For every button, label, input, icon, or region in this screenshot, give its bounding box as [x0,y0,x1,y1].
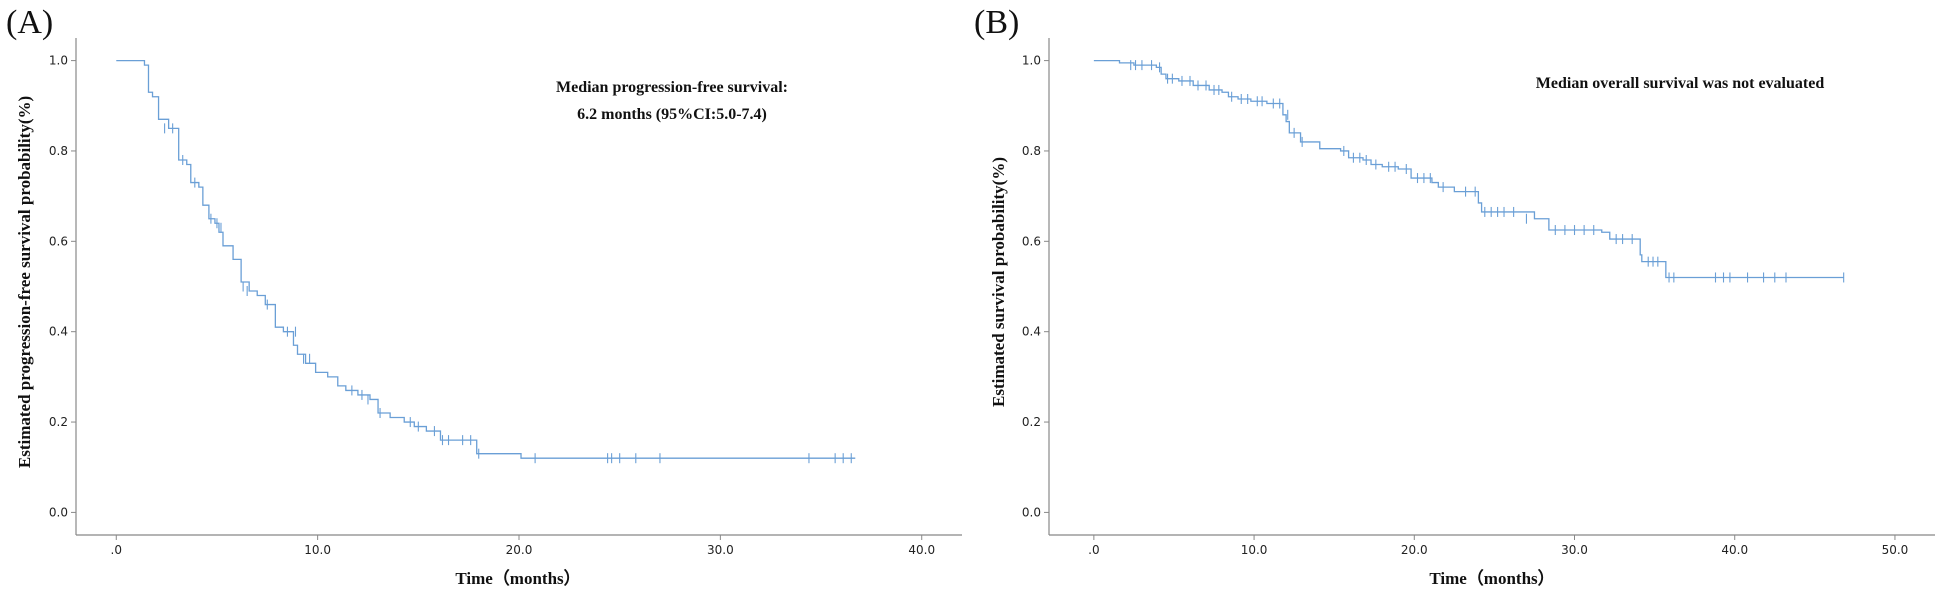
y-tick-label: 0.6 [1022,234,1041,248]
x-tick-label: .0 [111,543,122,557]
panel-b-label: (B) [974,4,1019,41]
x-tick-label: 10.0 [1241,543,1268,557]
y-tick-label: 0.2 [49,415,68,429]
y-tick-label: 0.4 [1022,325,1041,339]
y-tick-label: 1.0 [1022,54,1041,68]
x-tick-label: 30.0 [707,543,734,557]
x-tick-label: 40.0 [1721,543,1748,557]
panel-b-annotation: Median overall survival was not evaluate… [1536,75,1825,92]
x-tick-label: 20.0 [506,543,533,557]
panel-a-x-axis-title: Time（months） [455,568,580,588]
y-tick-label: 1.0 [49,54,68,68]
panel-b-plot-area [1093,59,1845,283]
panel-a-y-axis-title: Estimated progression-free survival prob… [15,96,34,468]
survival-curve [1093,59,1844,279]
y-tick-label: 0.4 [49,325,68,339]
x-tick-label: 20.0 [1401,543,1428,557]
y-tick-label: 0.8 [49,144,68,158]
panel-a-plot-area [116,59,856,464]
y-tick-label: 0.0 [49,505,68,519]
panel-a-y-ticks: 0.0 0.2 0.4 0.6 0.8 1.0 [49,54,76,519]
y-tick-label: 0.8 [1022,144,1041,158]
y-tick-label: 0.0 [1022,505,1041,519]
panel-a: (A) 0.0 0.2 0.4 0.6 0.8 1.0 .0 10.0 20.0 30.0 40.… [6,4,962,588]
x-tick-label: .0 [1088,543,1099,557]
panel-b: (B) 0.0 0.2 0.4 0.6 0.8 1.0 .0 10.0 20.0 30.0 40.… [974,4,1935,588]
panel-b-y-ticks: 0.0 0.2 0.4 0.6 0.8 1.0 [1022,54,1049,519]
x-tick-label: 50.0 [1882,543,1909,557]
panel-b-x-axis-title: Time（months） [1429,568,1554,588]
panel-a-annotation-line-2: 6.2 months (95%CI:5.0-7.4) [577,106,767,123]
panel-a-label: (A) [6,4,53,41]
panel-b-y-axis-title: Estimated survival probability(%) [989,157,1008,407]
x-tick-label: 30.0 [1561,543,1588,557]
panel-a-x-ticks: .0 10.0 20.0 30.0 40.0 [111,535,935,557]
panel-b-x-ticks: .0 10.0 20.0 30.0 40.0 50.0 [1088,535,1908,557]
x-tick-label: 40.0 [908,543,935,557]
survival-curve [116,59,856,459]
y-tick-label: 0.2 [1022,415,1041,429]
panel-a-annotation-line-1: Median progression-free survival: [556,79,788,96]
y-tick-label: 0.6 [49,234,68,248]
x-tick-label: 10.0 [304,543,331,557]
